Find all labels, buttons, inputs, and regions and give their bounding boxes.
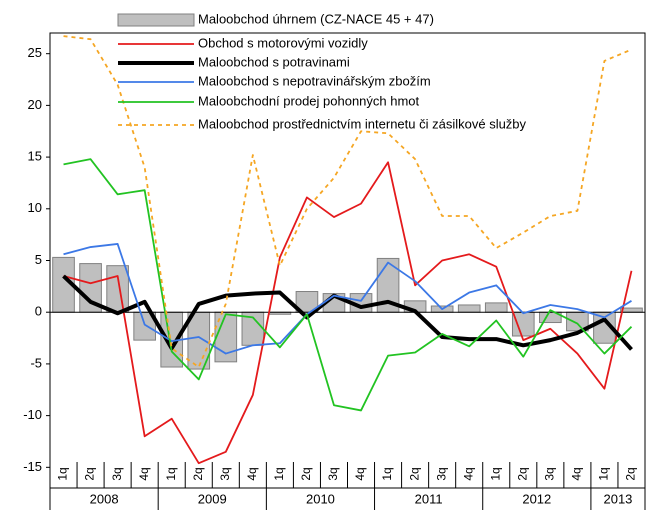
x-tick-label: 3q <box>543 467 557 480</box>
group-label: 2012 <box>522 491 551 506</box>
x-tick-label: 4q <box>245 467 259 480</box>
y-tick-label: -10 <box>23 407 42 422</box>
x-tick-label: 4q <box>353 467 367 480</box>
x-tick-label: 2q <box>515 467 529 480</box>
x-tick-label: 2q <box>299 467 313 480</box>
group-label: 2011 <box>415 491 443 506</box>
x-tick-label: 2q <box>191 467 205 480</box>
x-tick-label: 4q <box>461 467 475 480</box>
bar <box>457 304 481 313</box>
x-tick-label: 3q <box>218 467 232 480</box>
legend-swatch <box>117 13 195 27</box>
x-tick-label: 1q <box>488 467 502 480</box>
y-tick-label: 5 <box>35 252 42 267</box>
group-label: 2010 <box>306 491 335 506</box>
group-label: 2013 <box>603 491 632 506</box>
legend-label: Maloobchod úhrnem (CZ-NACE 45 + 47) <box>198 11 434 26</box>
series-line <box>62 274 633 351</box>
x-tick-label: 1q <box>56 467 70 480</box>
x-tick-label: 4q <box>570 467 584 480</box>
x-tick-label: 1q <box>597 467 611 480</box>
x-tick-label: 3q <box>326 467 340 480</box>
x-tick-label: 3q <box>110 467 124 480</box>
legend-label: Maloobchod prostřednictvím internetu či … <box>198 116 527 131</box>
y-tick-label: 25 <box>28 45 42 60</box>
legend-label: Maloobchod s nepotravinářským zbožím <box>198 73 431 88</box>
bar <box>484 302 508 313</box>
legend-label: Maloobchodní prodej pohonných hmot <box>198 93 420 108</box>
y-tick-label: -5 <box>30 355 42 370</box>
y-tick-label: 0 <box>35 304 42 319</box>
series-line <box>63 35 632 368</box>
series-line <box>63 158 633 412</box>
legend-label: Obchod s motorovými vozidly <box>198 35 368 50</box>
x-tick-label: 3q <box>434 467 448 480</box>
x-tick-label: 2q <box>624 467 638 480</box>
x-tick-label: 2q <box>407 467 421 480</box>
bar <box>511 311 535 337</box>
y-tick-label: -15 <box>23 459 42 474</box>
x-tick-label: 2q <box>83 467 97 480</box>
group-label: 2009 <box>198 491 227 506</box>
legend-label: Maloobchod s potravinami <box>198 54 350 69</box>
x-tick-label: 1q <box>380 467 394 480</box>
bar <box>620 307 643 313</box>
bar <box>106 265 129 313</box>
x-tick-label: 1q <box>164 467 178 480</box>
y-tick-label: 15 <box>28 149 42 164</box>
y-tick-label: 10 <box>28 200 42 215</box>
series-line <box>63 243 632 355</box>
y-tick-label: 20 <box>28 97 42 112</box>
x-tick-label: 4q <box>137 467 151 480</box>
x-tick-label: 1q <box>272 467 286 480</box>
group-label: 2008 <box>90 491 119 506</box>
